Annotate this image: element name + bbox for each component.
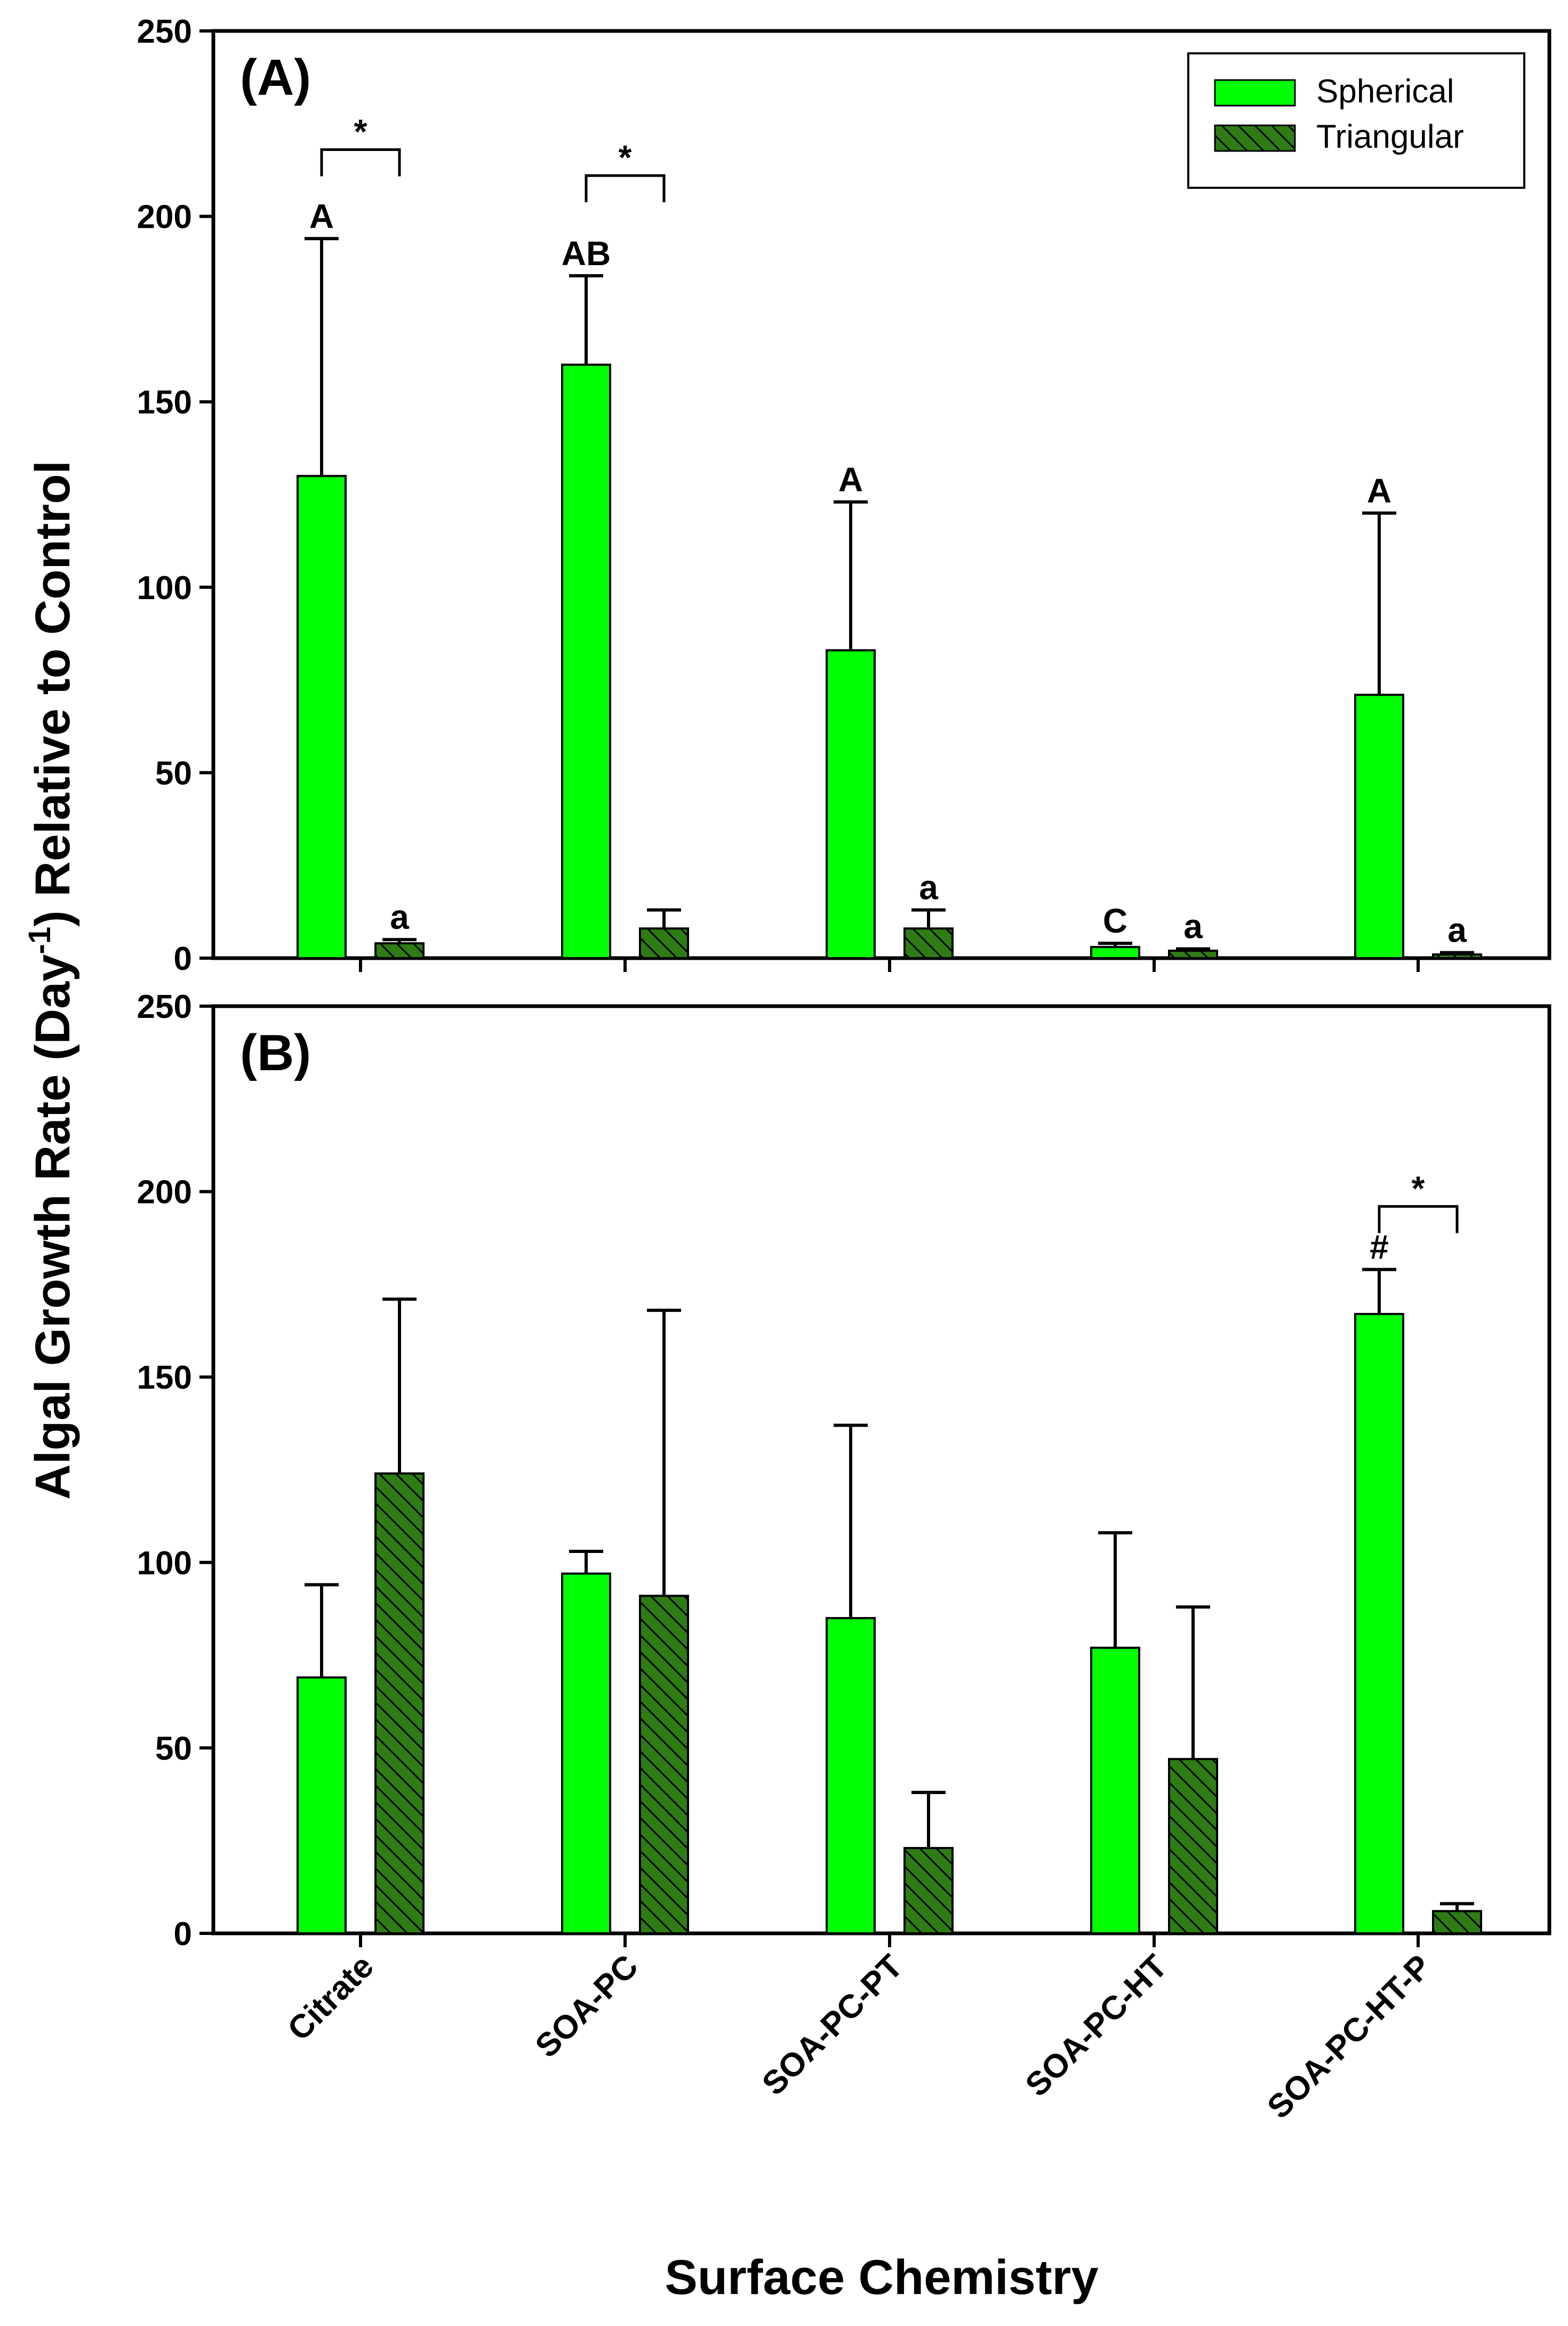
panel-b-bar-spherical-soa-pc-pt — [826, 1617, 876, 1935]
panel-b-ytick-label-150: 150 — [137, 1359, 192, 1396]
panel-a-bar-triangular-soa-pc-ht-p — [1432, 953, 1482, 959]
panel-b-ytick-label-100: 100 — [137, 1545, 192, 1582]
panel-b-ytick-label-250: 250 — [137, 989, 192, 1025]
panel-a-legend-box — [1187, 52, 1525, 189]
panel-b-bar-triangular-soa-pc-ht-p — [1432, 1910, 1482, 1935]
panel-b-plot-frame — [211, 1004, 1551, 1935]
panel-a-sig-letter-triangular-soa-pc-pt: a — [919, 869, 938, 907]
category-label-soa-pc-pt: SOA-PC-PT — [755, 1948, 910, 2102]
panel-b-sig-bracket-soa-pc-ht-p — [1378, 1205, 1459, 1233]
panel-a-sig-bracket-citrate — [320, 148, 401, 177]
category-label-citrate: Citrate — [281, 1948, 381, 2048]
panel-a-sig-letter-spherical-soa-pc-pt: A — [838, 460, 863, 499]
panel-a-sig-bracket-soa-pc — [585, 174, 666, 203]
category-label-soa-pc-ht-p: SOA-PC-HT-P — [1260, 1948, 1438, 2126]
panel-a-chart: 0 50 100 150 200 250 (A) A AB A C Aa a a a * * Spherical T… — [137, 13, 1551, 977]
y-axis-title-main: Algal Growth Rate (Day — [26, 954, 80, 1500]
panel-a-panel-label: (A) — [240, 49, 311, 106]
panel-a-legend-swatch-spherical — [1214, 79, 1296, 107]
panel-b-sig-star-soa-pc-ht-p: * — [1412, 1169, 1425, 1207]
x-axis-title: Surface Chemistry — [665, 2250, 1099, 2305]
panel-a-bar-spherical-soa-pc-pt — [826, 649, 876, 959]
panel-a-bar-triangular-soa-pc — [639, 927, 689, 960]
panel-a-sig-star-citrate: * — [354, 112, 367, 150]
panel-a-ytick-label-0: 0 — [174, 941, 192, 977]
panel-a-ytick-label-50: 50 — [155, 755, 192, 792]
y-axis-title: Algal Growth Rate (Day-1) Relative to Co… — [22, 460, 80, 1500]
panel-b-bar-spherical-soa-pc-ht — [1090, 1646, 1140, 1935]
figure-decorations: Citrate SOA-PC SOA-PC-PT SOA-PC-HT SOA-PC-HT… — [22, 460, 1438, 2305]
panel-b-bar-triangular-soa-pc-pt — [903, 1847, 954, 1934]
panel-b-ytick-label-200: 200 — [137, 1174, 192, 1211]
panel-a-bar-triangular-soa-pc-pt — [903, 927, 954, 960]
panel-a-sig-letter-triangular-soa-pc-ht-p: a — [1447, 911, 1467, 950]
panel-a-bar-spherical-soa-pc-ht-p — [1354, 694, 1404, 959]
panel-a-sig-letter-triangular-soa-pc-ht: a — [1183, 907, 1203, 946]
panel-b-chart: 0 50 100 150 200 250 (B) # * — [137, 989, 1551, 1953]
panel-a-legend-label-triangular: Triangular — [1316, 118, 1464, 155]
panel-a-sig-letter-triangular-citrate: a — [390, 898, 409, 936]
panel-b-bar-spherical-soa-pc-ht-p — [1354, 1313, 1404, 1935]
panel-a-bar-triangular-citrate — [374, 942, 425, 960]
panel-b-sig-letter-spherical-soa-pc-ht-p: # — [1370, 1228, 1389, 1266]
panel-a-ytick-label-200: 200 — [137, 199, 192, 236]
panel-a-sig-letter-spherical-soa-pc-ht-p: A — [1367, 472, 1391, 510]
panel-b-ytick-label-0: 0 — [174, 1916, 192, 1953]
y-axis-title-rest: ) Relative to Control — [26, 460, 80, 927]
panel-a-bar-spherical-soa-pc — [561, 363, 611, 959]
panel-b-bar-triangular-soa-pc-ht — [1168, 1758, 1218, 1935]
panel-a-sig-star-soa-pc: * — [619, 138, 632, 177]
category-label-soa-pc-ht: SOA-PC-HT — [1019, 1948, 1174, 2104]
panel-a-sig-letter-spherical-soa-pc-ht: C — [1103, 902, 1127, 940]
panel-b-bar-spherical-citrate — [297, 1676, 347, 1934]
panel-a-bar-triangular-soa-pc-ht — [1168, 950, 1218, 959]
panel-b-ytick-label-50: 50 — [155, 1730, 192, 1767]
panel-a-legend-label-spherical: Spherical — [1316, 73, 1454, 110]
panel-a-bar-spherical-soa-pc-ht — [1090, 946, 1140, 960]
panel-a-legend-swatch-triangular — [1214, 124, 1296, 152]
panel-a-ytick-label-250: 250 — [137, 13, 192, 50]
panel-b-bar-triangular-soa-pc — [639, 1595, 689, 1934]
category-label-soa-pc: SOA-PC — [529, 1948, 645, 2065]
panel-b-bar-triangular-citrate — [374, 1472, 425, 1934]
panel-a-sig-letter-spherical-soa-pc: AB — [562, 234, 611, 273]
panel-a-bar-spherical-citrate — [297, 475, 347, 959]
panel-b-bar-spherical-soa-pc — [561, 1572, 611, 1934]
y-axis-title-superscript: -1 — [22, 927, 57, 954]
panel-a-sig-letter-spherical-citrate: A — [309, 197, 334, 235]
panel-a-ytick-label-150: 150 — [137, 384, 192, 421]
panel-a-plot-frame — [211, 29, 1551, 960]
panel-b-panel-label: (B) — [240, 1024, 311, 1081]
panel-a-ytick-label-100: 100 — [137, 570, 192, 607]
